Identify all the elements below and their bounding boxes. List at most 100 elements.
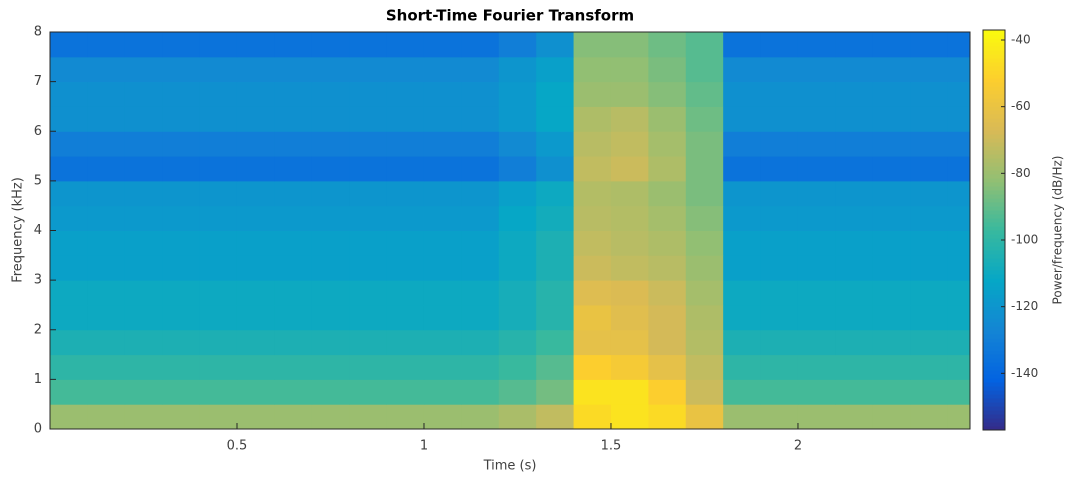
heatmap-cell <box>573 230 612 256</box>
heatmap-cell <box>461 230 500 256</box>
heatmap-cell <box>648 56 687 83</box>
colorbar-swatch <box>983 158 1005 163</box>
heatmap-cell <box>50 106 88 132</box>
heatmap-cell <box>124 379 163 405</box>
heatmap-cell <box>498 304 537 331</box>
y-tick-label: 3 <box>34 273 42 288</box>
heatmap-cell <box>274 379 313 405</box>
colorbar-swatch <box>983 254 1005 259</box>
heatmap-cell <box>910 379 949 405</box>
heatmap-cell <box>573 280 612 306</box>
heatmap-cell <box>685 81 724 107</box>
heatmap-cell <box>723 131 762 157</box>
heatmap-cell <box>274 56 313 83</box>
colorbar-swatch <box>983 50 1005 55</box>
heatmap-cell <box>947 205 970 231</box>
colorbar-swatch <box>983 54 1005 59</box>
colorbar-swatch <box>983 334 1005 339</box>
heatmap-cell <box>947 280 970 306</box>
heatmap-cell <box>461 255 500 281</box>
heatmap-cell <box>947 56 970 83</box>
heatmap-cell <box>87 156 126 182</box>
heatmap-cell <box>87 205 126 231</box>
heatmap-cell <box>236 131 275 157</box>
heatmap-cell <box>723 56 762 83</box>
colorbar-swatch <box>983 218 1005 223</box>
heatmap-cell <box>274 205 313 231</box>
heatmap-cell <box>910 106 949 132</box>
heatmap-cell <box>162 379 201 405</box>
heatmap-cell <box>199 32 238 58</box>
heatmap-cell <box>498 180 537 207</box>
heatmap-cell <box>199 404 238 429</box>
heatmap-cell <box>311 156 350 182</box>
colorbar-swatch <box>983 346 1005 351</box>
heatmap-cell <box>797 280 836 306</box>
heatmap-cell <box>610 280 649 306</box>
heatmap-cell <box>573 379 612 405</box>
heatmap-cell <box>386 404 425 429</box>
heatmap-cell <box>498 156 537 182</box>
heatmap-cell <box>386 32 425 58</box>
heatmap-cell <box>124 280 163 306</box>
heatmap-cell <box>498 32 537 58</box>
colorbar-swatch <box>983 282 1005 287</box>
heatmap-cell <box>498 81 537 107</box>
heatmap-cell <box>573 156 612 182</box>
heatmap-cell <box>386 329 425 356</box>
heatmap-cell <box>199 180 238 207</box>
colorbar-swatch <box>983 358 1005 363</box>
colorbar-swatch <box>983 274 1005 279</box>
heatmap-cell <box>87 354 126 380</box>
colorbar-label: Power/frequency (dB/Hz) <box>1051 156 1065 305</box>
colorbar-swatch <box>983 230 1005 235</box>
heatmap-cell <box>461 329 500 356</box>
y-tick-label: 0 <box>34 422 42 437</box>
colorbar-swatch <box>983 58 1005 63</box>
colorbar-swatch <box>983 186 1005 191</box>
heatmap-cell <box>610 32 649 58</box>
heatmap-cell <box>311 280 350 306</box>
heatmap-cell <box>872 81 911 107</box>
heatmap-cell <box>947 156 970 182</box>
colorbar-swatch <box>983 206 1005 211</box>
heatmap-cell <box>498 106 537 132</box>
heatmap-cell <box>274 131 313 157</box>
heatmap-cell <box>610 404 649 429</box>
heatmap-cell <box>797 404 836 429</box>
heatmap-cell <box>573 180 612 207</box>
colorbar-swatch <box>983 110 1005 115</box>
heatmap-cell <box>760 329 799 356</box>
colorbar-swatch <box>983 374 1005 379</box>
heatmap-cell <box>536 255 575 281</box>
heatmap-cell <box>685 180 724 207</box>
heatmap-cell <box>797 354 836 380</box>
heatmap-cell <box>349 180 388 207</box>
heatmap-cell <box>536 329 575 356</box>
heatmap-cell <box>386 205 425 231</box>
heatmap-cell <box>274 32 313 58</box>
colorbar-swatch <box>983 34 1005 39</box>
heatmap-cell <box>423 230 462 256</box>
colorbar-swatch <box>983 298 1005 303</box>
colorbar-swatch <box>983 210 1005 215</box>
heatmap-cell <box>50 180 88 207</box>
heatmap-cell <box>50 131 88 157</box>
heatmap-cell <box>423 404 462 429</box>
heatmap-cell <box>236 205 275 231</box>
heatmap-cell <box>723 304 762 331</box>
heatmap-cell <box>498 230 537 256</box>
heatmap-cell <box>311 329 350 356</box>
heatmap-cell <box>162 354 201 380</box>
heatmap-cell <box>610 379 649 405</box>
heatmap-cell <box>50 56 88 83</box>
heatmap-cell <box>162 329 201 356</box>
heatmap-cell <box>498 404 537 429</box>
heatmap-cell <box>87 379 126 405</box>
y-axis-label: Frequency (kHz) <box>11 177 26 283</box>
heatmap-cell <box>498 131 537 157</box>
colorbar-swatch <box>983 138 1005 143</box>
colorbar-swatch <box>983 202 1005 207</box>
colorbar-swatch <box>983 306 1005 311</box>
